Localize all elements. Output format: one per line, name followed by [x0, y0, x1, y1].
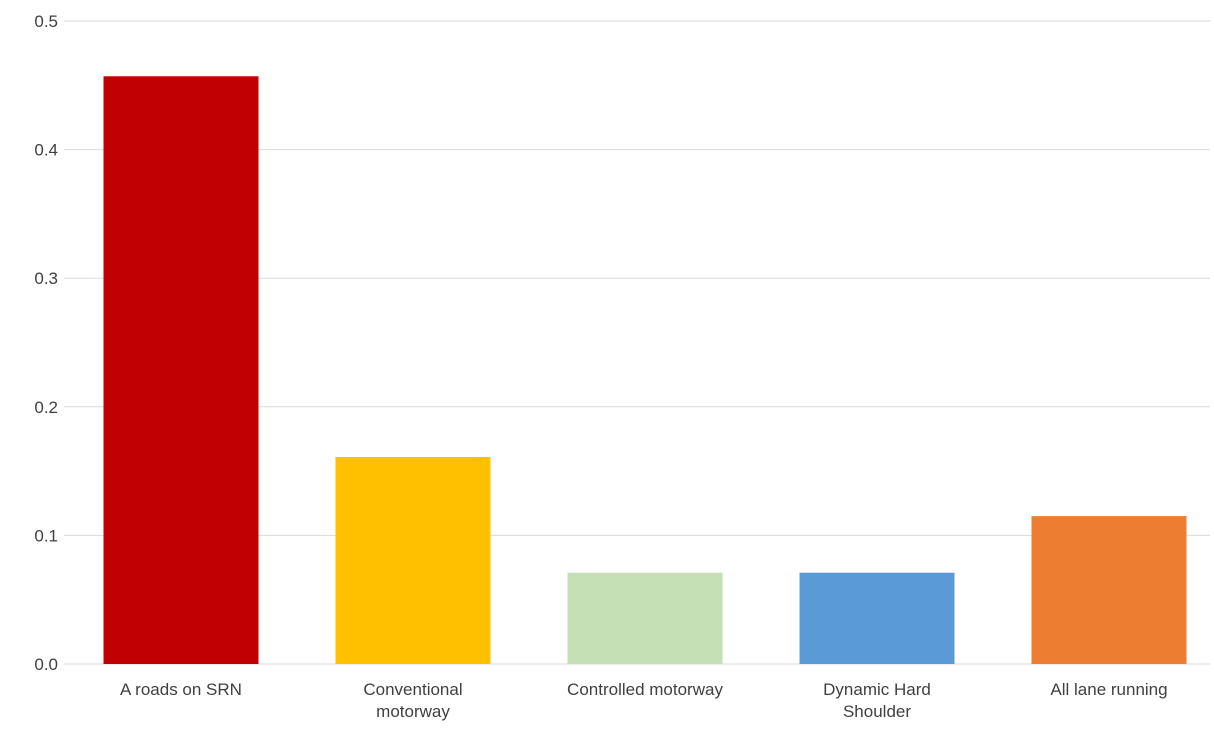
y-tick-label: 0.4	[34, 141, 58, 160]
x-tick-label-line: Controlled motorway	[567, 680, 723, 699]
bars	[103, 76, 1187, 665]
x-tick-label-line: Shoulder	[843, 702, 911, 721]
bar	[335, 456, 491, 664]
x-tick-label-line: A roads on SRN	[120, 680, 242, 699]
bar	[1031, 516, 1187, 664]
bar	[567, 572, 723, 664]
x-tick-label-line: Conventional	[363, 680, 462, 699]
y-tick-label: 0.0	[34, 655, 58, 674]
x-axis-tick-labels: A roads on SRN Conventional motorway Contro…	[120, 680, 1168, 721]
x-tick-label: Conventional motorway	[363, 680, 462, 721]
x-tick-label-line: motorway	[376, 702, 450, 721]
x-tick-label-line: All lane running	[1050, 680, 1167, 699]
y-tick-label: 0.5	[34, 12, 58, 31]
x-tick-label: A roads on SRN	[120, 680, 242, 699]
bar	[799, 572, 955, 664]
x-tick-label: All lane running	[1050, 680, 1167, 699]
y-axis-tick-labels: 0.0 0.1 0.2 0.3 0.4 0.5	[34, 12, 58, 674]
x-tick-label: Dynamic Hard Shoulder	[823, 680, 931, 721]
y-tick-label: 0.3	[34, 269, 58, 288]
y-tick-label: 0.2	[34, 398, 58, 417]
bar	[103, 76, 259, 665]
y-tick-label: 0.1	[34, 526, 58, 545]
x-tick-label: Controlled motorway	[567, 680, 723, 699]
x-tick-label-line: Dynamic Hard	[823, 680, 931, 699]
